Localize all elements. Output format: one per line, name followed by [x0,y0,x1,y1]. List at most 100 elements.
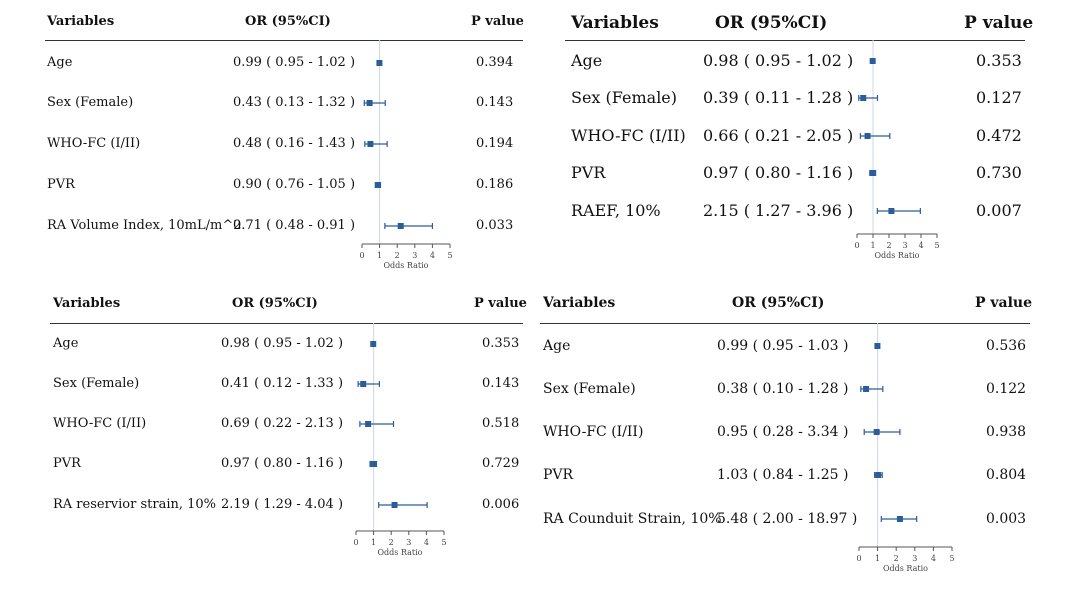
row-p-value: 0.394 [476,55,514,70]
x-tick-label: 2 [894,554,899,563]
x-tick-label: 3 [912,554,917,563]
x-tick-label: 1 [875,554,880,563]
odds-ratio-point [863,386,870,392]
x-tick-label: 3 [902,241,907,250]
row-p-value: 0.143 [482,376,520,391]
x-axis-label: Odds Ratio [377,548,422,557]
row-variable-label: PVR [47,177,75,192]
row-or-ci: 0.48 ( 0.16 - 1.43 ) [233,136,356,151]
x-tick-label: 2 [886,241,891,250]
row-p-value: 0.353 [482,336,520,351]
row-variable-label: Sex (Female) [543,381,636,397]
row-or-ci: 0.39 ( 0.11 - 1.28 ) [703,88,854,107]
x-axis-label: Odds Ratio [883,564,928,573]
row-or-ci: 0.99 ( 0.95 - 1.02 ) [233,55,356,70]
header-divider [540,323,1030,324]
row-p-value: 0.730 [976,163,1022,182]
x-tick-label: 1 [371,538,376,547]
x-tick-label: 0 [359,251,364,260]
x-tick-label: 1 [870,241,875,250]
x-tick-label: 3 [412,251,417,260]
row-variable-label: PVR [53,456,81,471]
row-variable-label: WHO-FC (I/II) [543,424,644,440]
odds-ratio-point [370,341,377,347]
x-tick-label: 5 [447,251,452,260]
row-variable-label: Sex (Female) [53,376,140,391]
row-or-ci: 0.41 ( 0.12 - 1.33 ) [221,376,344,391]
row-variable-label: Age [571,51,603,70]
row-variable-label: Sex (Female) [571,88,678,107]
row-or-ci: 0.98 ( 0.95 - 1.02 ) [703,51,854,70]
row-p-value: 0.127 [976,88,1022,107]
row-or-ci: 0.99 ( 0.95 - 1.03 ) [717,338,849,354]
row-variable-label: WHO-FC (I/II) [571,126,686,145]
row-or-ci: 2.19 ( 1.29 - 4.04 ) [221,497,344,512]
x-tick-label: 4 [931,554,936,563]
row-or-ci: 0.71 ( 0.48 - 0.91 ) [233,218,356,233]
odds-ratio-point [874,343,881,349]
x-tick-label: 4 [430,251,435,260]
header-divider [50,323,523,324]
header-variables: Variables [571,13,659,33]
odds-ratio-point [869,170,876,176]
header-p-value: P value [975,295,1033,311]
row-variable-label: RA reservior strain, 10% [53,497,217,512]
row-variable-label: RAEF, 10% [571,201,661,220]
odds-ratio-point [366,100,373,106]
row-or-ci: 0.69 ( 0.22 - 2.13 ) [221,416,344,431]
x-tick-label: 1 [377,251,382,260]
x-tick-label: 0 [854,241,859,250]
odds-ratio-point [365,421,372,427]
x-tick-label: 0 [353,538,358,547]
odds-ratio-point [374,182,381,188]
odds-ratio-point [367,141,374,147]
odds-ratio-point [860,95,867,101]
row-variable-label: Age [53,336,79,351]
row-p-value: 0.194 [476,136,514,151]
row-or-ci: 0.38 ( 0.10 - 1.28 ) [717,381,849,397]
odds-ratio-point [360,381,367,387]
row-p-value: 0.186 [476,177,514,192]
odds-ratio-point [370,461,377,467]
row-variable-label: Sex (Female) [47,95,134,110]
x-tick-label: 5 [441,538,446,547]
row-p-value: 0.006 [482,497,520,512]
x-tick-label: 0 [856,554,861,563]
row-p-value: 0.804 [986,467,1027,483]
row-or-ci: 2.15 ( 1.27 - 3.96 ) [703,201,854,220]
header-variables: Variables [53,296,121,311]
row-or-ci: 0.95 ( 0.28 - 3.34 ) [717,424,849,440]
odds-ratio-point [869,58,876,64]
odds-ratio-point [873,429,880,435]
row-variable-label: RA Volume Index, 10mL/m^2 [47,218,242,233]
row-p-value: 0.122 [986,381,1027,397]
row-or-ci: 0.90 ( 0.76 - 1.05 ) [233,177,356,192]
header-p-value: P value [964,13,1034,33]
row-p-value: 0.729 [482,456,520,471]
header-divider [45,40,523,41]
row-variable-label: WHO-FC (I/II) [53,416,147,431]
x-tick-label: 5 [934,241,939,250]
row-p-value: 0.353 [976,51,1022,70]
row-variable-label: WHO-FC (I/II) [47,136,141,151]
x-tick-label: 4 [424,538,429,547]
row-p-value: 0.938 [986,424,1027,440]
forest-plot: 0 1 2 3 4 5 Odds Ratio [353,323,447,557]
forest-plot: 0 1 2 3 4 5 Odds Ratio [359,40,453,270]
row-p-value: 0.143 [476,95,514,110]
header-or-ci: OR (95%CI) [245,14,331,29]
row-variable-label: Age [47,55,73,70]
header-divider [565,40,1025,41]
header-or-ci: OR (95%CI) [732,295,825,311]
row-variable-label: PVR [543,467,574,483]
x-tick-label: 2 [389,538,394,547]
header-variables: Variables [543,295,616,311]
row-p-value: 0.003 [986,511,1027,527]
row-p-value: 0.472 [976,126,1022,145]
x-axis-label: Odds Ratio [383,261,428,270]
row-or-ci: 1.03 ( 0.84 - 1.25 ) [717,467,849,483]
row-p-value: 0.536 [986,338,1027,354]
header-or-ci: OR (95%CI) [232,296,318,311]
x-tick-label: 2 [395,251,400,260]
odds-ratio-point [864,133,871,139]
